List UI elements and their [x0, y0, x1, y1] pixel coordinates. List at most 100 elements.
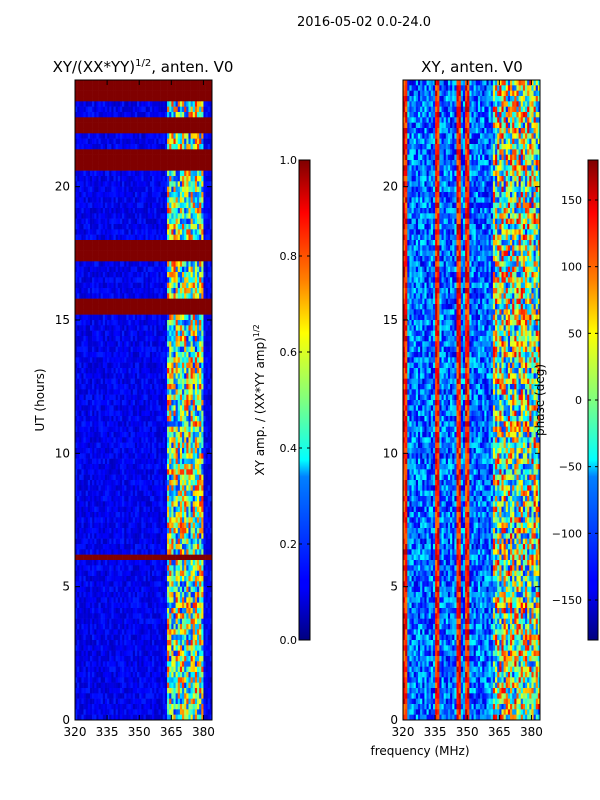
amplitude-cell [134, 480, 138, 486]
amplitude-cell [162, 464, 166, 470]
amplitude-cell [130, 437, 134, 443]
amplitude-cell [158, 362, 161, 369]
amplitude-cell [149, 336, 153, 342]
amplitude-cell [194, 234, 198, 241]
amplitude-cell [158, 304, 161, 310]
amplitude-cell [209, 256, 213, 262]
amplitude-cell [145, 437, 149, 443]
amplitude-cell [190, 341, 194, 347]
amplitude-cell [77, 448, 80, 454]
amplitude-cell [126, 96, 129, 102]
amplitude-cell [85, 405, 89, 411]
amplitude-cell [162, 122, 166, 129]
amplitude-cell [126, 176, 129, 182]
amplitude-cell [184, 368, 187, 374]
amplitude-cell [160, 341, 164, 347]
amplitude-cell [124, 320, 127, 326]
amplitude-cell [126, 250, 129, 257]
amplitude-cell [186, 138, 189, 145]
amplitude-cell [192, 448, 196, 454]
amplitude-cell [175, 96, 179, 102]
amplitude-cell [154, 469, 157, 475]
amplitude-cell [137, 314, 140, 321]
amplitude-cell [139, 320, 142, 326]
amplitude-cell [179, 288, 183, 294]
amplitude-cell [83, 176, 86, 182]
amplitude-cell [92, 453, 95, 459]
amplitude-cell [184, 186, 187, 193]
amplitude-cell [179, 298, 183, 305]
amplitude-cell [122, 432, 125, 438]
amplitude-cell [87, 85, 91, 91]
amplitude-cell [102, 202, 106, 209]
amplitude-cell [85, 458, 89, 465]
amplitude-title: XY/(XX*YY)1/2, anten. V0 [53, 58, 234, 76]
amplitude-cell [203, 474, 206, 481]
amplitude-cell [130, 469, 134, 475]
amplitude-cell [164, 85, 168, 91]
amplitude-cell [182, 128, 185, 134]
amplitude-cell [192, 474, 196, 481]
amplitude-cell [81, 245, 84, 251]
amplitude-cell [137, 352, 140, 358]
amplitude-cell [96, 480, 99, 486]
amplitude-cell [160, 378, 164, 385]
amplitude-cell [130, 192, 134, 198]
amplitude-cell [98, 96, 101, 102]
amplitude-cell [137, 272, 140, 278]
amplitude-cell [113, 213, 116, 219]
amplitude-cell [98, 384, 101, 390]
amplitude-cell [177, 416, 181, 422]
amplitude-cell [177, 368, 181, 374]
amplitude-cell [117, 96, 121, 102]
amplitude-cell [96, 90, 99, 97]
amplitude-cell [162, 138, 166, 145]
amplitude-cell [194, 122, 198, 129]
amplitude-cell [179, 213, 183, 219]
amplitude-cell [149, 362, 153, 369]
amplitude-cell [197, 416, 200, 422]
amplitude-cell [98, 85, 101, 91]
amplitude-cell [179, 304, 183, 310]
amplitude-cell [132, 149, 136, 155]
amplitude-cell [152, 325, 155, 331]
amplitude-cell [94, 464, 97, 470]
amplitude-cell [122, 458, 125, 465]
amplitude-cell [115, 314, 119, 321]
amplitude-cell [203, 357, 206, 363]
amplitude-cell [186, 304, 189, 310]
amplitude-cell [83, 405, 86, 411]
amplitude-cell [83, 80, 86, 86]
amplitude-cell [128, 469, 131, 475]
amplitude-cell [132, 234, 136, 241]
amplitude-cell [169, 181, 172, 187]
amplitude-cell [205, 186, 209, 193]
amplitude-cell [128, 256, 131, 262]
amplitude-cell [83, 288, 86, 294]
amplitude-cell [184, 213, 187, 219]
amplitude-cell [113, 421, 116, 427]
amplitude-cell [203, 117, 206, 123]
amplitude-cell [75, 341, 78, 347]
amplitude-cell [104, 213, 108, 219]
amplitude-cell [164, 80, 168, 86]
amplitude-cell [167, 373, 170, 379]
amplitude-cell [85, 320, 89, 326]
amplitude-cell [194, 165, 198, 171]
amplitude-cell [190, 421, 194, 427]
amplitude-cell [109, 378, 112, 385]
amplitude-cell [100, 309, 104, 315]
amplitude-cell [107, 165, 110, 171]
amplitude-cell [115, 378, 119, 385]
amplitude-cell [203, 181, 206, 187]
amplitude-cell [184, 133, 187, 139]
amplitude-cell [117, 176, 121, 182]
amplitude-cell [182, 341, 185, 347]
amplitude-cell [75, 128, 78, 134]
amplitude-cell [117, 250, 121, 257]
amplitude-cell [197, 240, 200, 246]
amplitude-cell [158, 101, 161, 107]
amplitude-cell [145, 325, 149, 331]
amplitude-cell [175, 197, 179, 203]
amplitude-cell [199, 192, 202, 198]
